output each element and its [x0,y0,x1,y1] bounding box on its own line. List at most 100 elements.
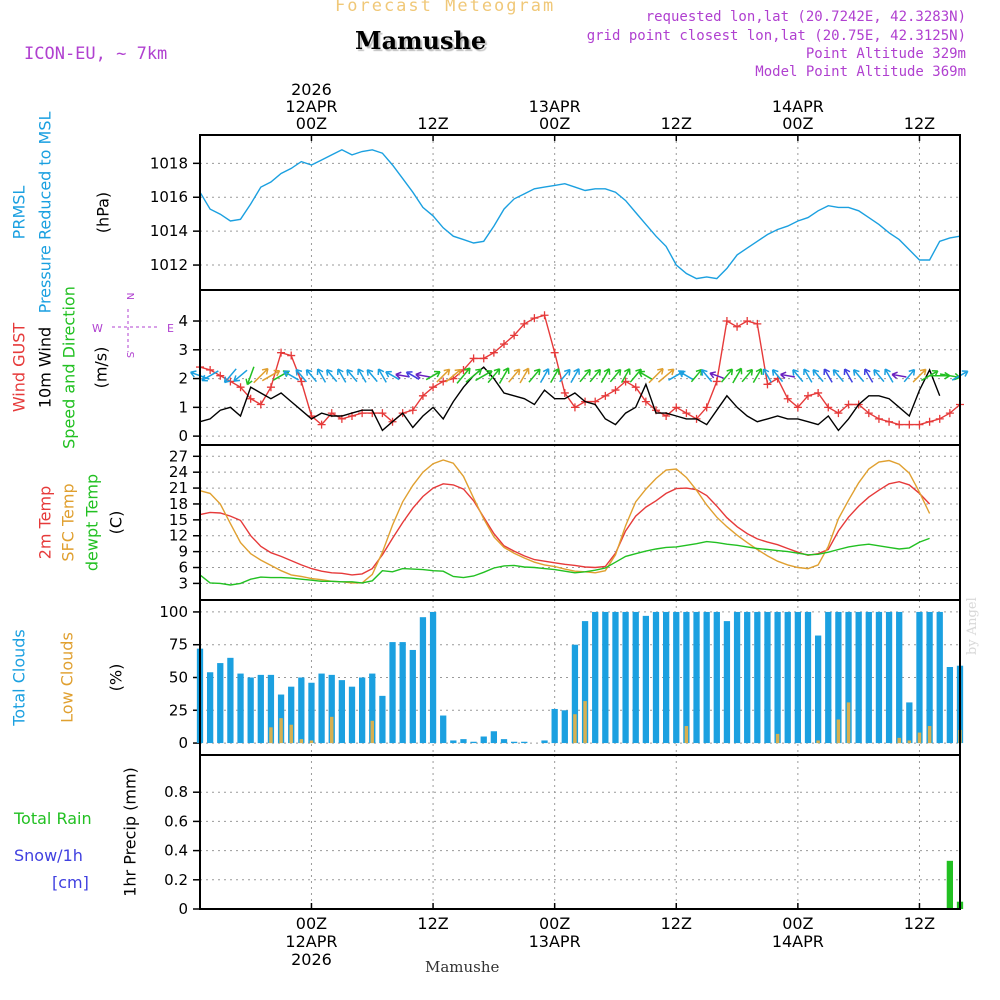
y-tick-label: 2 [178,370,188,388]
time-axis-bottom-label: 12Z [661,914,692,933]
wind-direction-arrow [223,368,237,384]
total-clouds-bar [642,615,650,744]
total-clouds-bar [906,702,913,744]
y-axis-label: Total Clouds [10,629,29,727]
panel-frame [199,754,961,910]
total-clouds-bar [237,673,244,744]
wind-direction-arrow [415,371,431,380]
wind-direction-arrow [445,368,462,383]
low-clouds-bar [917,732,922,744]
total-clouds-bar [480,736,487,744]
total-clouds-bar [257,674,264,744]
wind-direction-arrow [528,368,541,383]
gust-marker [753,319,762,328]
y-tick-label: 4 [178,312,188,330]
y-tick-label: 3 [178,574,188,592]
wind-direction-arrow [425,370,441,381]
wind-direction-arrow [803,368,813,383]
low-clouds-bar [684,726,689,744]
footer-station-name: Mamushe [425,958,500,976]
time-axis-top-label: 12Z [661,114,692,133]
y-tick-label: 24 [169,463,188,481]
time-axis-top-label: 12Z [417,114,448,133]
total-clouds-bar [885,611,893,744]
station-name: Mamushe [355,26,487,55]
total-clouds-bar [227,657,234,744]
total-clouds-bar [510,741,518,744]
gust-marker [804,391,812,400]
grid-point-location: grid point closest lon,lat (20.75E, 42.3… [586,28,966,44]
y-tick-label: 21 [169,479,188,497]
time-axis-bottom-label: 2026 [291,950,332,969]
wind-direction-arrow [245,366,255,386]
y-tick-label: 12 [169,527,188,545]
total-clouds-bar [358,677,366,744]
low-clouds-bar [299,739,304,744]
gust-marker [925,417,934,426]
total-clouds-bar [612,611,619,744]
gust-marker [256,400,265,409]
prmsl-line [199,149,961,280]
wind-direction-arrow [700,369,713,383]
y-tick-label: 25 [169,701,188,719]
time-axis-top-label: 00Z [539,114,570,133]
low-clouds-bar [583,701,587,744]
wind-direction-arrow [405,371,420,380]
gust-marker [935,414,944,423]
wind-direction-arrow [487,368,501,384]
compass-west: W [92,322,103,335]
total-clouds-bar [217,663,224,744]
wind-direction-arrow [903,368,916,383]
wind-direction-arrow [690,368,703,383]
wind-direction-arrow [539,368,550,383]
10m-wind-line [199,366,941,432]
wind-direction-arrow [912,368,927,383]
dewpt-temp-line [199,537,930,586]
time-axis-bottom-label: 12APR [285,932,337,951]
total-clouds-bar [784,611,791,744]
total-clouds-bar [652,611,660,744]
y-axis-label: Wind GUST [10,323,29,413]
total-clouds-bar [206,672,214,744]
time-axis-top-label: 12Z [904,114,935,133]
y-tick-label: 9 [178,543,188,561]
y-axis-label: dewpt Temp [83,474,102,571]
low-clouds-bar [897,737,901,744]
y-axis-label: (C) [107,511,126,535]
y-tick-label: 1012 [150,256,188,274]
low-clouds-bar [927,726,932,744]
low-clouds-bar [846,702,851,744]
gust-marker [489,348,498,357]
low-clouds-bar [907,740,912,744]
total-clouds-bar [500,739,508,744]
gust-marker [206,365,215,374]
wind-direction-arrow [436,368,451,383]
y-tick-label: 0.8 [164,783,188,801]
y-tick-label: 1016 [150,188,188,206]
wind-direction-arrow [366,369,378,383]
total-clouds-bar [855,611,862,744]
compass-east: E [167,322,174,335]
total-clouds-bar [744,611,751,744]
total-clouds-bar [936,611,943,744]
low-clouds-bar [836,719,841,744]
gust-marker [500,340,508,349]
gust-marker [266,383,275,392]
wind-direction-arrow [346,369,358,383]
total-clouds-bar [875,611,883,744]
total-clouds-bar [926,611,933,744]
total-clouds-bar [338,680,346,744]
total-clouds-bar [298,677,305,744]
gust-marker [236,383,245,392]
total-clouds-bar [247,677,254,744]
total-clouds-bar [348,686,356,744]
y-tick-label: 0 [178,734,188,752]
gust-marker [874,414,883,423]
wind-direction-arrow [316,368,327,383]
wind-direction-arrow [762,368,772,383]
total-clouds-bar [693,611,700,744]
total-clouds-bar [754,611,761,744]
gust-marker [824,403,833,412]
y-axis-label: Low Clouds [58,632,77,723]
y-tick-label: 50 [169,669,188,687]
